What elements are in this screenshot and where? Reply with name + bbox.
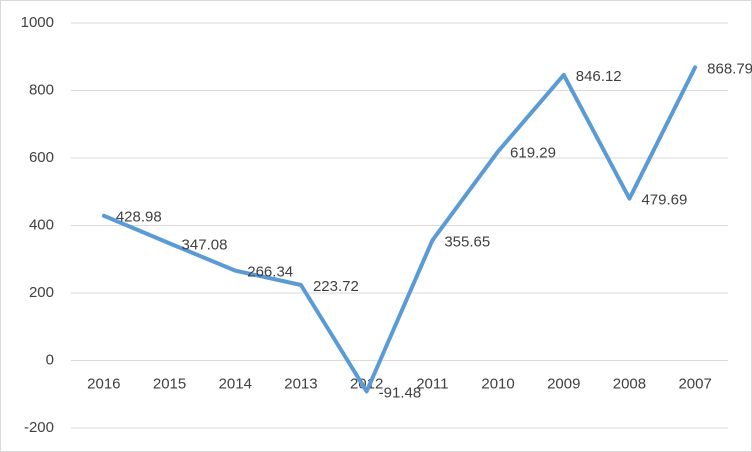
y-tick-label: 1000 (21, 14, 54, 31)
data-label: 619.29 (510, 144, 556, 161)
x-tick-label: 2016 (87, 375, 120, 392)
data-label: 347.08 (182, 236, 228, 253)
data-label: 868.79 (707, 60, 752, 77)
data-label: 266.34 (247, 264, 293, 281)
data-label: 846.12 (576, 68, 622, 85)
data-label: 428.98 (116, 209, 162, 226)
data-line (101, 65, 698, 394)
x-tick-label: 2011 (416, 375, 448, 392)
data-label: 355.65 (444, 233, 490, 250)
x-tick-label: 2014 (219, 375, 252, 392)
y-tick-label: 0 (46, 351, 54, 368)
data-label: -91.48 (379, 384, 422, 401)
y-tick-label: -200 (24, 419, 54, 436)
y-tick-label: 600 (29, 149, 54, 166)
x-tick-label: 2010 (481, 375, 514, 392)
x-tick-label: 2009 (547, 375, 580, 392)
y-tick-label: 400 (29, 216, 54, 233)
data-label: 223.72 (313, 278, 359, 295)
x-tick-label: 2007 (678, 375, 711, 392)
x-tick-label: 2008 (613, 375, 646, 392)
y-tick-label: 200 (29, 284, 54, 301)
x-tick-label: 2013 (284, 375, 317, 392)
data-label: 479.69 (641, 192, 687, 209)
y-tick-label: 800 (29, 81, 54, 98)
x-tick-label: 2015 (153, 375, 186, 392)
